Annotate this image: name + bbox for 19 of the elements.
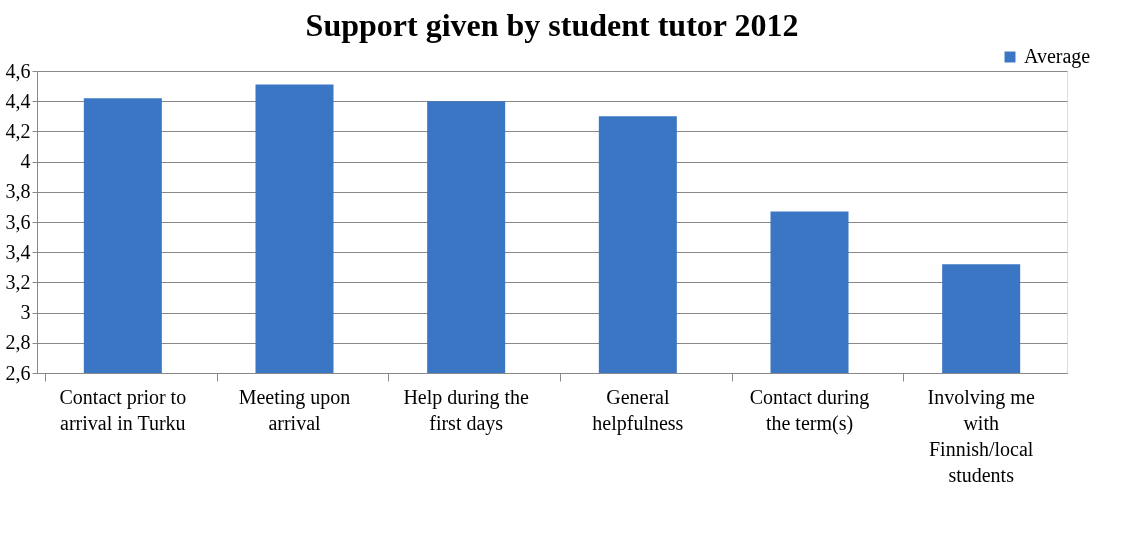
y-tick-label: 4,2 bbox=[5, 119, 31, 142]
x-tick-label: Contact during the term(s) bbox=[749, 385, 870, 435]
y-tick-label: 2,6 bbox=[5, 361, 31, 384]
legend-label: Average bbox=[1024, 45, 1091, 68]
y-tick-label: 4,6 bbox=[5, 59, 31, 82]
y-tick-label: 3,6 bbox=[5, 210, 31, 233]
x-tick-label: General helpfulness bbox=[592, 385, 684, 435]
y-tick-label: 4 bbox=[20, 150, 31, 173]
chart-title: Support given by student tutor 2012 bbox=[305, 7, 799, 43]
y-tick-label: 3,8 bbox=[5, 180, 31, 203]
x-tick-label: Meeting upon arrival bbox=[238, 385, 351, 434]
y-tick-label: 3 bbox=[20, 301, 31, 324]
y-tick-label: 3,4 bbox=[5, 240, 31, 263]
y-tick-label: 4,4 bbox=[5, 89, 31, 112]
y-tick-label: 2,8 bbox=[5, 331, 31, 354]
x-tick-label: Involving me with Finnish/local students bbox=[927, 385, 1035, 486]
y-tick-label: 3,2 bbox=[5, 270, 31, 293]
x-tick-label: Help during the first days bbox=[403, 385, 530, 435]
x-tick-label: Contact prior to arrival in Turku bbox=[59, 385, 187, 434]
